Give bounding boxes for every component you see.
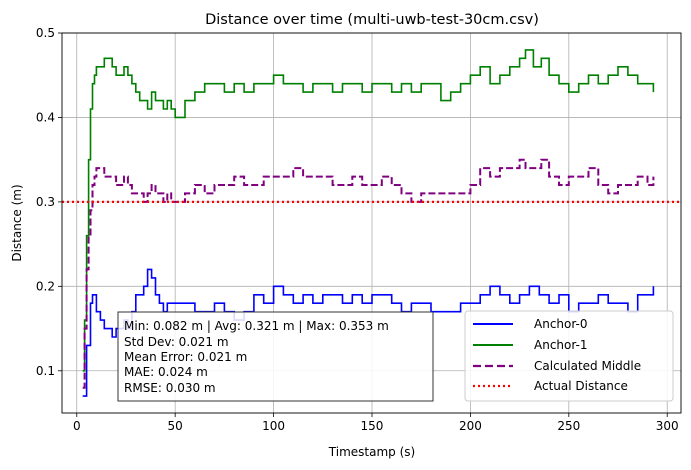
x-tick-label: 100 [262,419,285,433]
stats-line-5: RMSE: 0.030 m [124,381,216,395]
series-calculated-middle [82,158,655,389]
stats-line-2: Std Dev: 0.021 m [124,335,229,349]
series-anchor-1 [82,49,655,372]
x-tick-label: 50 [168,419,183,433]
stats-line-1: Min: 0.082 m | Avg: 0.321 m | Max: 0.353… [124,319,389,333]
legend-label-calculated-middle: Calculated Middle [534,359,641,373]
x-tick-label: 0 [73,419,81,433]
stats-line-4: MAE: 0.024 m [124,365,208,379]
stats-box-frame [117,311,434,402]
x-axis-label: Timestamp (s) [328,445,415,459]
x-tick-label: 300 [656,419,679,433]
y-axis-label: Distance (m) [10,184,24,261]
y-axis: 0.1 0.2 0.3 0.4 0.5 [36,26,62,378]
x-axis: 0 50 100 150 200 250 300 [73,413,679,433]
x-tick-label: 150 [361,419,384,433]
chart-title: Distance over time (multi-uwb-test-30cm.… [205,12,539,28]
legend: Anchor-0 Anchor-1 Calculated Middle Actu… [464,310,674,402]
y-tick-label: 0.2 [36,279,55,293]
x-tick-label: 250 [557,419,580,433]
y-tick-label: 0.4 [36,110,55,124]
legend-label-anchor-0: Anchor-0 [534,317,588,331]
legend-frame [464,310,674,402]
x-tick-label: 200 [459,419,482,433]
stats-line-3: Mean Error: 0.021 m [124,350,247,364]
y-tick-label: 0.5 [36,26,55,40]
stats-box: Min: 0.082 m | Avg: 0.321 m | Max: 0.353… [117,311,434,402]
y-tick-label: 0.1 [36,364,55,378]
y-tick-label: 0.3 [36,195,55,209]
legend-label-anchor-1: Anchor-1 [534,338,588,352]
plot-frame [61,32,682,414]
legend-label-actual-distance: Actual Distance [534,379,628,393]
